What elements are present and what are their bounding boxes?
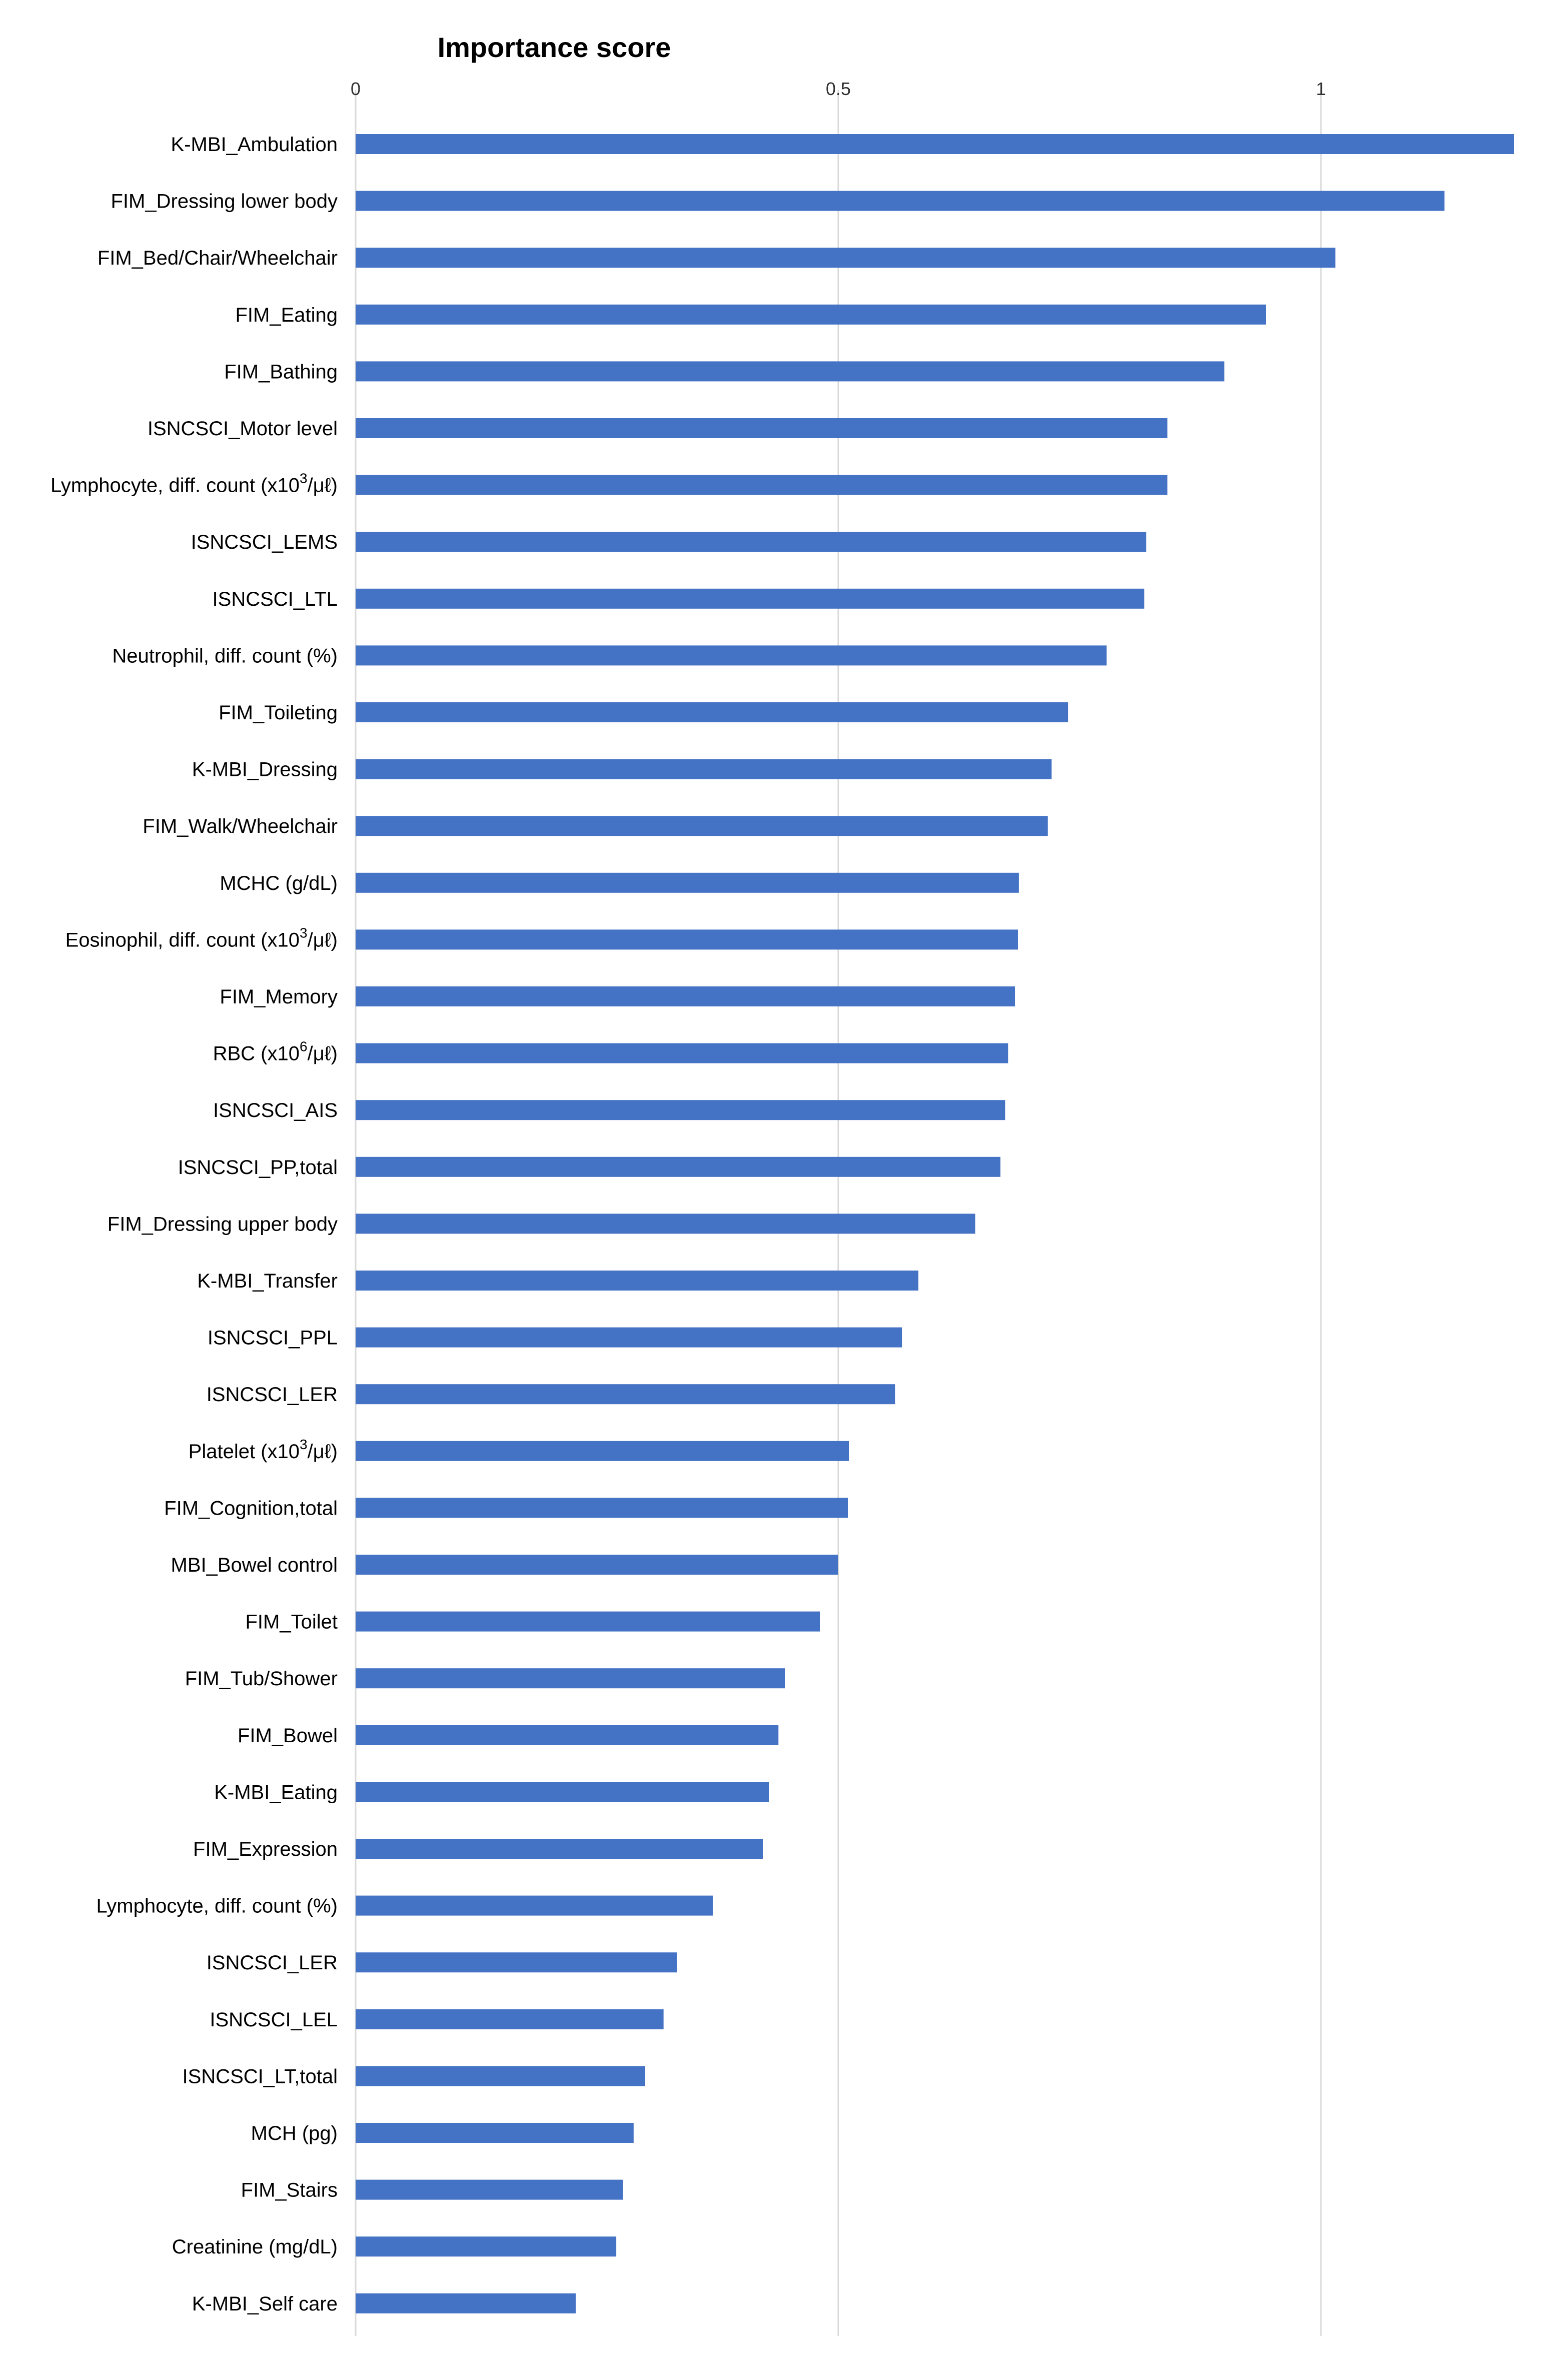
category-label: MCH (pg) [251,2122,338,2144]
category-label: FIM_Bathing [224,361,338,383]
category-label: K-MBI_Eating [214,1781,338,1803]
category-label: ISNCSCI_PP,total [178,1156,338,1178]
category-label: FIM_Expression [193,1838,338,1860]
category-label: FIM_Cognition,total [164,1497,338,1519]
category-label: FIM_Stairs [241,2179,338,2201]
category-label: MCHC (g/dL) [220,872,338,894]
category-label: ISNCSCI_LTL [213,588,338,610]
category-label: FIM_Bowel [238,1725,338,1747]
category-label: ISNCSCI_AIS [213,1099,338,1121]
category-label: Platelet (x103/μℓ) [189,1437,338,1463]
bar [356,2123,634,2143]
category-label: ISNCSCI_LER [207,1384,338,1406]
bar [356,248,1335,268]
category-label: K-MBI_Ambulation [171,134,338,156]
category-label: FIM_Memory [220,986,338,1008]
x-tick-label: 0 [351,79,361,99]
bar [356,1100,1005,1120]
category-labels: K-MBI_Ambulation FIM_Dressing lower body F… [51,134,338,2315]
bar [356,191,1445,211]
bar [356,1271,919,1291]
category-label: K-MBI_Self care [192,2293,338,2315]
bar [356,1327,902,1348]
bar [356,475,1168,495]
bar [356,1156,1001,1177]
category-label: ISNCSCI_LER [207,1952,338,1974]
bar [356,1498,848,1518]
bar [356,929,1018,950]
bar [356,645,1107,666]
bar [356,986,1015,1006]
bar [356,304,1266,325]
category-label: FIM_Dressing lower body [111,191,338,213]
category-label: FIM_Dressing upper body [108,1213,338,1235]
bar [356,1668,785,1689]
bar [356,361,1224,382]
category-label: FIM_Eating [235,304,338,326]
category-label: Neutrophil, diff. count (%) [112,645,338,667]
category-label: FIM_Toileting [219,702,338,724]
category-label: Creatinine (mg/dL) [172,2236,338,2258]
category-label: FIM_Bed/Chair/Wheelchair [98,247,338,269]
bar [356,2066,645,2086]
bar [356,759,1052,779]
bar [356,134,1514,154]
bar [356,588,1144,609]
bar [356,1782,769,1802]
category-label: ISNCSCI_Motor level [148,418,338,440]
category-label: Eosinophil, diff. count (x103/μℓ) [66,925,338,951]
bar [356,816,1048,836]
category-label: Lymphocyte, diff. count (%) [97,1895,338,1917]
bar [356,1952,677,1973]
category-label: RBC (x106/μℓ) [213,1039,338,1065]
bar [356,1611,820,1632]
chart-title: Importance score [438,32,671,63]
bar [356,2179,623,2200]
bar [356,1555,838,1575]
category-label: FIM_Walk/Wheelchair [143,815,338,837]
bar [356,418,1168,438]
category-label: ISNCSCI_LEL [210,2009,338,2031]
x-axis-tick-labels: 0 0.5 1 [351,79,1326,99]
category-label: MBI_Bowel control [171,1554,338,1576]
bar [356,1384,895,1405]
bar [356,872,1019,893]
bar [356,1043,1008,1063]
bar [356,1839,763,1859]
category-label: FIM_Toilet [246,1611,338,1633]
bar [356,2293,576,2313]
bar [356,1441,849,1461]
bar [356,532,1146,552]
category-label: Lymphocyte, diff. count (x103/μℓ) [51,471,338,497]
bar [356,702,1068,722]
bar [356,2236,617,2257]
bar [356,1895,713,1916]
category-label: ISNCSCI_LT,total [183,2065,338,2087]
category-label: FIM_Tub/Shower [185,1668,338,1690]
x-tick-label: 0.5 [826,79,851,99]
bar [356,1214,976,1234]
bars [356,134,1514,2313]
x-tick-label: 1 [1316,79,1326,99]
category-label: ISNCSCI_LEMS [191,531,338,553]
bar [356,2009,664,2029]
bar [356,1725,779,1745]
category-label: K-MBI_Transfer [197,1270,338,1292]
category-label: K-MBI_Dressing [192,759,338,781]
category-label: ISNCSCI_PPL [208,1327,338,1349]
